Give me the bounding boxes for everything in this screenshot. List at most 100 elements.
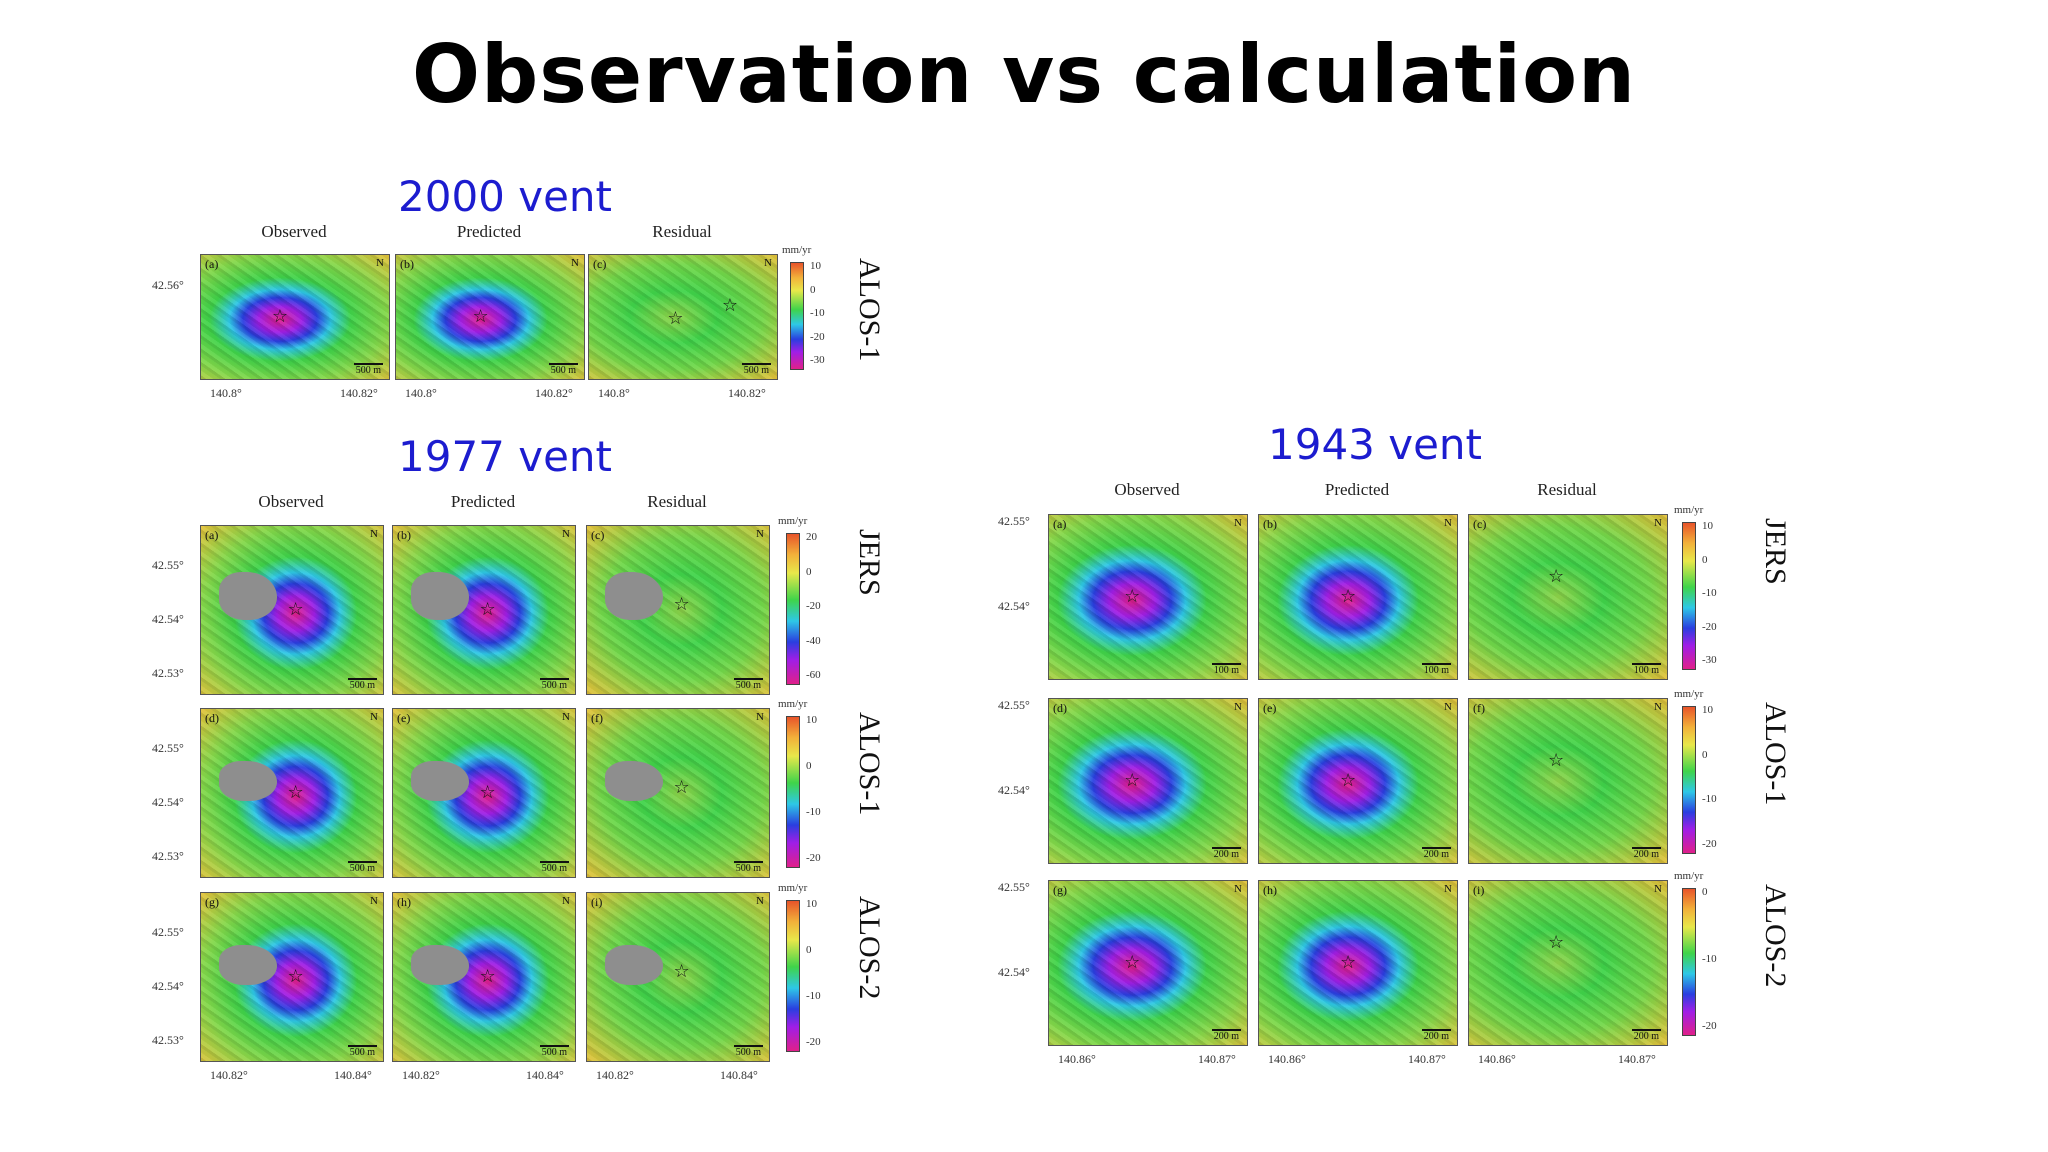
hillshade-texture xyxy=(1259,881,1457,1045)
longitude-tick: 140.82° xyxy=(210,1068,248,1082)
colorbar-tick: -10 xyxy=(1702,793,1717,806)
panel-label: (h) xyxy=(397,895,411,909)
masked-area xyxy=(219,761,277,801)
colorbar-unit: mm/yr xyxy=(782,244,812,256)
panel-label: (g) xyxy=(1053,883,1067,897)
vent-star-icon: ☆ xyxy=(1340,586,1357,607)
longitude-tick: 140.8° xyxy=(598,386,630,400)
hillshade-texture xyxy=(1469,881,1667,1045)
latitude-tick: 42.54° xyxy=(998,598,1030,613)
hillshade-texture xyxy=(1469,699,1667,863)
masked-area xyxy=(605,572,663,620)
colorbar-tick: 20 xyxy=(806,531,817,543)
deformation-field xyxy=(1469,881,1667,1045)
map-panel: (i) N 500 m ☆ xyxy=(586,892,770,1062)
vent-star-icon: ☆ xyxy=(1548,750,1565,772)
latitude-tick: 42.53° xyxy=(152,1032,184,1047)
masked-area xyxy=(605,945,663,985)
sensor-label: JERS xyxy=(853,529,886,596)
vent-star-icon: ☆ xyxy=(1124,770,1141,791)
north-arrow-icon: N xyxy=(1654,883,1662,895)
colorbar-gradient xyxy=(787,901,799,1051)
scale-bar: 200 m xyxy=(1211,847,1241,860)
north-arrow-icon: N xyxy=(571,257,579,269)
scale-bar: 500 m xyxy=(347,1045,377,1058)
latitude-tick: 42.54° xyxy=(998,964,1030,979)
north-arrow-icon: N xyxy=(756,528,764,540)
map-panel: (h) N 500 m ☆ xyxy=(392,892,576,1062)
colorbar-tick: -20 xyxy=(1702,838,1717,850)
north-arrow-icon: N xyxy=(756,895,764,907)
deformation-field xyxy=(396,255,584,379)
panel-label: (c) xyxy=(1473,517,1487,531)
masked-area xyxy=(605,761,663,801)
scale-bar: 200 m xyxy=(1631,1029,1661,1042)
hillshade-texture xyxy=(1049,515,1247,679)
north-arrow-icon: N xyxy=(562,528,570,540)
colorbar-tick: -10 xyxy=(1702,953,1717,965)
longitude-tick: 140.82° xyxy=(596,1068,634,1082)
deformation-field xyxy=(1259,881,1457,1045)
colorbar-tick: -20 xyxy=(1702,620,1717,633)
colorbar-tick: 10 xyxy=(806,714,817,726)
map-panel: (g) N 500 m ☆ xyxy=(200,892,384,1062)
panel-label: (f) xyxy=(591,711,603,725)
vent-star-icon: ☆ xyxy=(287,782,304,803)
longitude-tick: 140.86° xyxy=(1478,1052,1516,1066)
vent-star-icon: ☆ xyxy=(1548,566,1565,588)
colorbar xyxy=(790,262,804,370)
latitude-tick: 42.54° xyxy=(152,979,184,994)
vent-star-icon: ☆ xyxy=(721,294,739,316)
sensor-label: ALOS-2 xyxy=(1759,884,1792,988)
longitude-tick: 140.84° xyxy=(334,1068,372,1082)
deformation-field xyxy=(1259,699,1457,863)
map-panel: (a) N 500 m ☆ xyxy=(200,254,390,380)
colorbar-tick: -20 xyxy=(810,330,825,343)
panel-label: (f) xyxy=(1473,701,1485,715)
longitude-tick: 140.82° xyxy=(535,386,573,400)
colorbar-gradient xyxy=(1683,889,1695,1035)
deformation-field xyxy=(1049,515,1247,679)
latitude-tick: 42.55° xyxy=(152,925,184,940)
column-header-predicted: Predicted xyxy=(450,492,516,511)
panel-label: (d) xyxy=(205,711,219,725)
scale-bar: 500 m xyxy=(539,678,569,691)
map-panel: (c) N 100 m ☆ xyxy=(1468,514,1668,680)
longitude-tick: 140.8° xyxy=(210,386,242,400)
latitude-tick: 42.55° xyxy=(998,879,1030,894)
colorbar-tick: 10 xyxy=(1702,520,1713,532)
sensor-label: ALOS-1 xyxy=(1759,702,1792,806)
column-header-predicted: Predicted xyxy=(1324,480,1390,499)
north-arrow-icon: N xyxy=(370,895,378,907)
hillshade-texture xyxy=(1049,699,1247,863)
map-panel: (h) N 200 m ☆ xyxy=(1258,880,1458,1046)
north-arrow-icon: N xyxy=(370,711,378,723)
north-arrow-icon: N xyxy=(756,711,764,723)
vent-star-icon: ☆ xyxy=(673,593,690,615)
longitude-tick: 140.82° xyxy=(340,386,378,400)
map-panel: (b) N 100 m ☆ xyxy=(1258,514,1458,680)
deformation-field xyxy=(589,255,777,379)
vent-star-icon: ☆ xyxy=(673,960,690,982)
panel-label: (a) xyxy=(205,528,219,542)
scale-bar: 500 m xyxy=(539,1045,569,1058)
panel-label: (h) xyxy=(1263,883,1277,897)
panel-label: (e) xyxy=(1263,701,1277,715)
vent-label-1943: 1943 vent xyxy=(1268,420,1483,469)
colorbar xyxy=(786,900,800,1052)
panel-label: (a) xyxy=(1053,517,1067,531)
panel-label: (c) xyxy=(591,528,605,542)
deformation-field xyxy=(1049,699,1247,863)
longitude-tick: 140.84° xyxy=(720,1068,758,1082)
colorbar-tick: -30 xyxy=(810,354,825,366)
colorbar-tick: 0 xyxy=(1702,748,1708,761)
slide-title: Observation vs calculation xyxy=(412,28,1636,121)
vent-label-2000: 2000 vent xyxy=(398,172,613,221)
vent-star-icon: ☆ xyxy=(1340,952,1357,973)
scale-bar: 200 m xyxy=(1421,847,1451,860)
latitude-tick: 42.55° xyxy=(152,558,184,573)
map-panel: (i) N 200 m ☆ xyxy=(1468,880,1668,1046)
longitude-tick: 140.86° xyxy=(1058,1052,1096,1066)
scale-bar: 500 m xyxy=(733,678,763,691)
panel-label: (e) xyxy=(397,711,411,725)
